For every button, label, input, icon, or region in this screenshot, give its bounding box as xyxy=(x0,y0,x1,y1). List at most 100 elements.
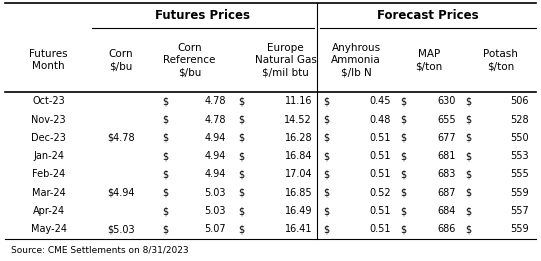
Text: $: $ xyxy=(323,224,329,234)
Text: Corn
$/bu: Corn $/bu xyxy=(109,49,134,71)
Text: $: $ xyxy=(400,169,406,180)
Text: $: $ xyxy=(239,206,245,216)
Text: 0.51: 0.51 xyxy=(369,206,391,216)
Text: $: $ xyxy=(162,206,168,216)
Text: $: $ xyxy=(400,96,406,106)
Text: 16.28: 16.28 xyxy=(285,133,312,143)
Text: 0.51: 0.51 xyxy=(369,133,391,143)
Text: 559: 559 xyxy=(510,224,529,234)
Text: $: $ xyxy=(465,133,471,143)
Text: 5.03: 5.03 xyxy=(204,206,226,216)
Text: 5.07: 5.07 xyxy=(204,224,226,234)
Text: 630: 630 xyxy=(438,96,456,106)
Text: $: $ xyxy=(465,224,471,234)
Text: 687: 687 xyxy=(438,188,456,198)
Text: $: $ xyxy=(323,133,329,143)
Text: 16.41: 16.41 xyxy=(285,224,312,234)
Text: 506: 506 xyxy=(510,96,529,106)
Text: 686: 686 xyxy=(438,224,456,234)
Text: $: $ xyxy=(400,188,406,198)
Text: $: $ xyxy=(323,96,329,106)
Text: May-24: May-24 xyxy=(30,224,67,234)
Text: $: $ xyxy=(162,169,168,180)
Text: MAP
$/ton: MAP $/ton xyxy=(415,49,443,71)
Text: 11.16: 11.16 xyxy=(285,96,312,106)
Text: 0.51: 0.51 xyxy=(369,169,391,180)
Text: Forecast Prices: Forecast Prices xyxy=(377,9,478,22)
Text: 16.85: 16.85 xyxy=(285,188,312,198)
Text: $: $ xyxy=(400,224,406,234)
Text: 553: 553 xyxy=(510,151,529,161)
Text: $: $ xyxy=(323,169,329,180)
Text: $: $ xyxy=(465,188,471,198)
Text: 677: 677 xyxy=(438,133,456,143)
Text: 559: 559 xyxy=(510,188,529,198)
Text: 528: 528 xyxy=(510,115,529,124)
Text: 14.52: 14.52 xyxy=(285,115,312,124)
Text: Source: CME Settlements on 8/31/2023: Source: CME Settlements on 8/31/2023 xyxy=(11,245,188,254)
Text: $: $ xyxy=(465,151,471,161)
Text: Anyhrous
Ammonia
$/lb N: Anyhrous Ammonia $/lb N xyxy=(332,43,381,77)
Text: $: $ xyxy=(162,188,168,198)
Text: $: $ xyxy=(465,169,471,180)
Text: $: $ xyxy=(400,206,406,216)
Text: $5.03: $5.03 xyxy=(107,224,135,234)
Text: $: $ xyxy=(162,151,168,161)
Text: 0.52: 0.52 xyxy=(369,188,391,198)
Text: $4.78: $4.78 xyxy=(107,133,135,143)
Text: 16.49: 16.49 xyxy=(285,206,312,216)
Text: $: $ xyxy=(239,188,245,198)
Text: $4.94: $4.94 xyxy=(107,188,135,198)
Text: Apr-24: Apr-24 xyxy=(32,206,64,216)
Text: Potash
$/ton: Potash $/ton xyxy=(483,49,518,71)
Text: $: $ xyxy=(465,206,471,216)
Text: $: $ xyxy=(162,133,168,143)
Text: $: $ xyxy=(239,169,245,180)
Text: $: $ xyxy=(400,151,406,161)
Text: $: $ xyxy=(323,188,329,198)
Text: 4.78: 4.78 xyxy=(204,96,226,106)
Text: $: $ xyxy=(323,151,329,161)
Text: 681: 681 xyxy=(438,151,456,161)
Text: $: $ xyxy=(323,206,329,216)
Text: $: $ xyxy=(239,224,245,234)
Text: 4.78: 4.78 xyxy=(204,115,226,124)
Text: Nov-23: Nov-23 xyxy=(31,115,66,124)
Text: 550: 550 xyxy=(510,133,529,143)
Text: 0.51: 0.51 xyxy=(369,151,391,161)
Text: 4.94: 4.94 xyxy=(204,151,226,161)
Text: 557: 557 xyxy=(510,206,529,216)
Text: Futures Prices: Futures Prices xyxy=(155,9,250,22)
Text: 16.84: 16.84 xyxy=(285,151,312,161)
Text: 4.94: 4.94 xyxy=(204,169,226,180)
Text: $: $ xyxy=(239,115,245,124)
Text: 683: 683 xyxy=(438,169,456,180)
Text: $: $ xyxy=(239,133,245,143)
Text: $: $ xyxy=(162,115,168,124)
Text: 17.04: 17.04 xyxy=(285,169,312,180)
Text: Oct-23: Oct-23 xyxy=(32,96,65,106)
Text: 5.03: 5.03 xyxy=(204,188,226,198)
Text: 555: 555 xyxy=(510,169,529,180)
Text: 684: 684 xyxy=(438,206,456,216)
Text: Europe
Natural Gas
$/mil btu: Europe Natural Gas $/mil btu xyxy=(255,43,316,77)
Text: 0.48: 0.48 xyxy=(369,115,391,124)
Text: $: $ xyxy=(239,96,245,106)
Text: $: $ xyxy=(239,151,245,161)
Text: $: $ xyxy=(400,133,406,143)
Text: 0.51: 0.51 xyxy=(369,224,391,234)
Text: Futures
Month: Futures Month xyxy=(29,49,68,71)
Text: 0.45: 0.45 xyxy=(369,96,391,106)
Text: $: $ xyxy=(400,115,406,124)
Text: Jan-24: Jan-24 xyxy=(33,151,64,161)
Text: $: $ xyxy=(465,96,471,106)
Text: $: $ xyxy=(162,224,168,234)
Text: Dec-23: Dec-23 xyxy=(31,133,66,143)
Text: $: $ xyxy=(323,115,329,124)
Text: 4.94: 4.94 xyxy=(204,133,226,143)
Text: $: $ xyxy=(465,115,471,124)
Text: 655: 655 xyxy=(438,115,456,124)
Text: Corn
Reference
$/bu: Corn Reference $/bu xyxy=(163,43,216,77)
Text: Feb-24: Feb-24 xyxy=(32,169,65,180)
Text: Mar-24: Mar-24 xyxy=(32,188,65,198)
